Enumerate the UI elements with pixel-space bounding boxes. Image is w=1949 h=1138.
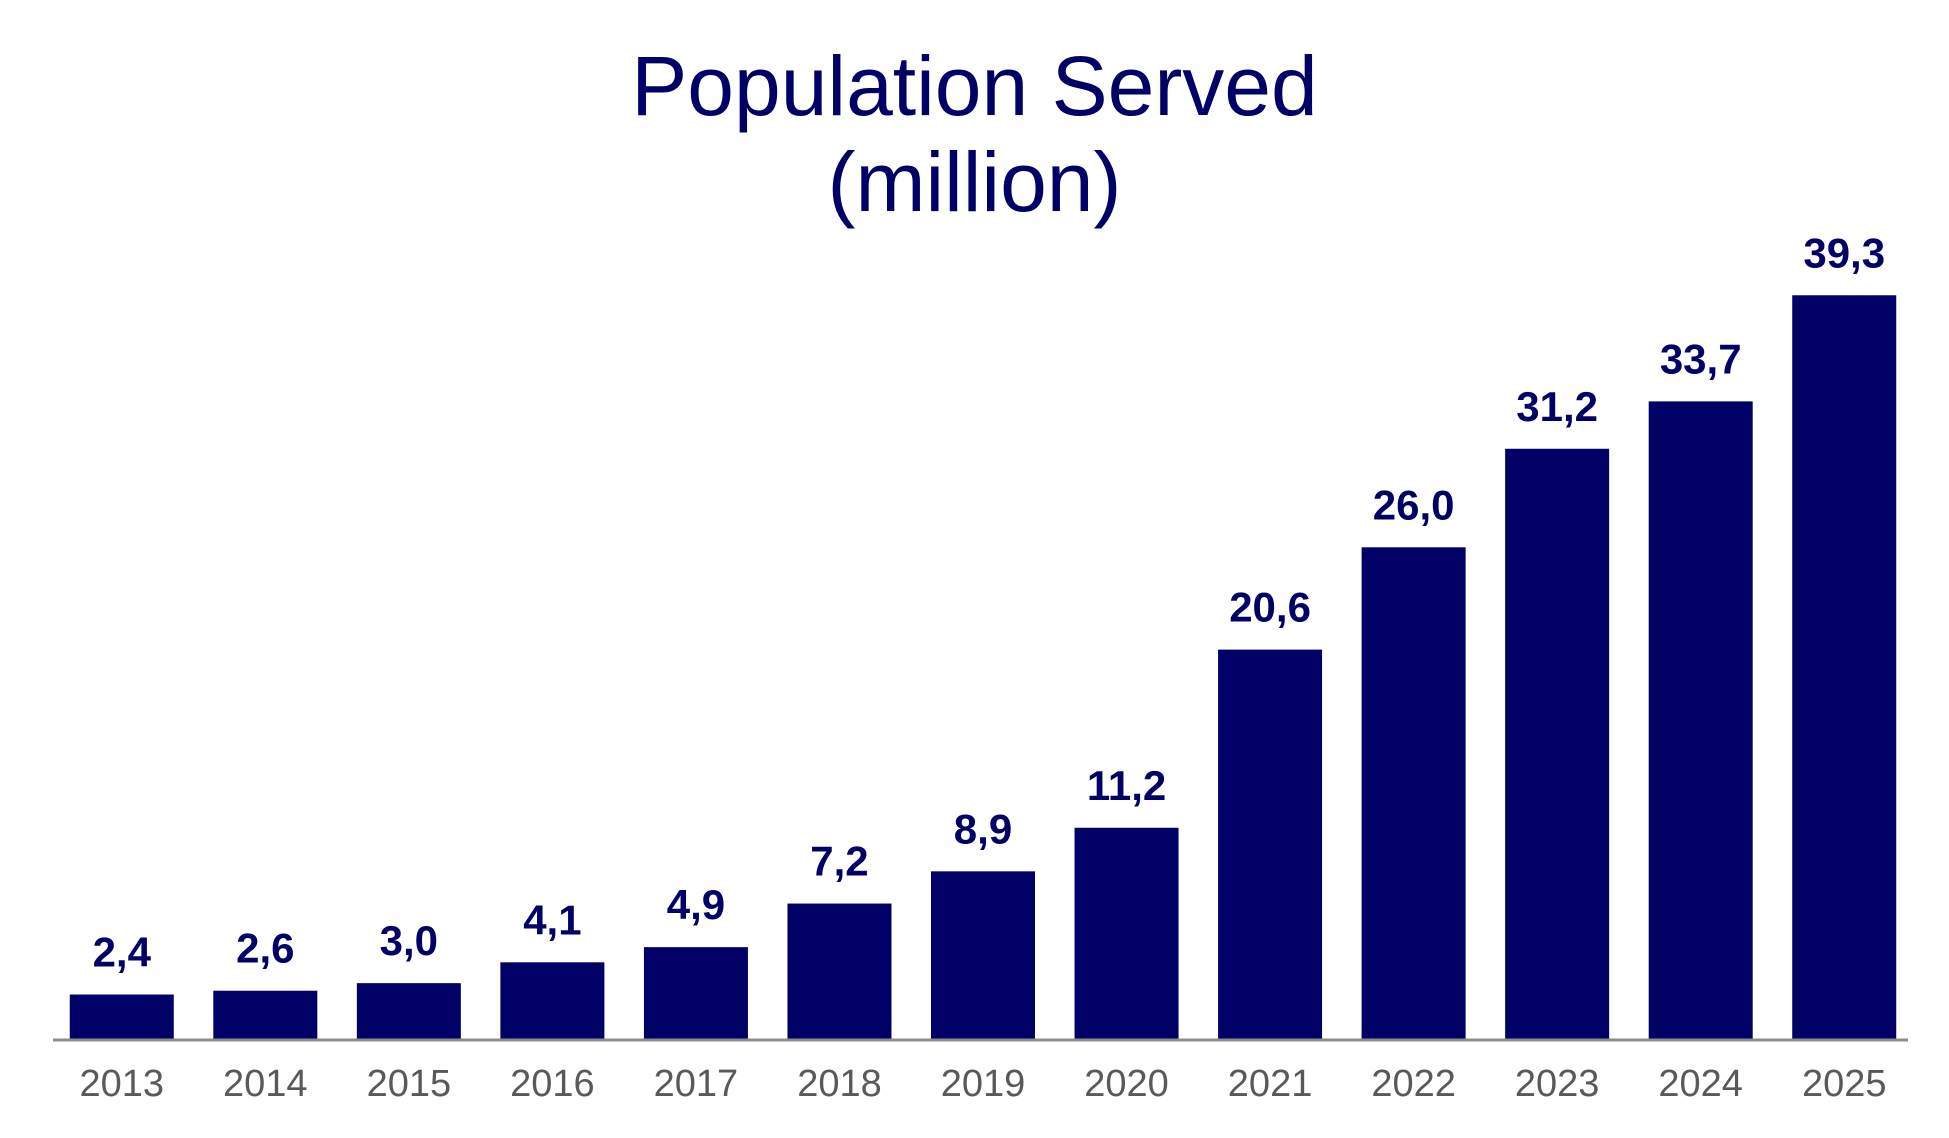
- bar-2019: [931, 871, 1035, 1040]
- x-tick-label-2021: 2021: [1228, 1063, 1313, 1105]
- bar-2017: [643, 947, 748, 1040]
- x-tick-label-2022: 2022: [1371, 1063, 1456, 1105]
- bar-2018: [787, 903, 892, 1040]
- x-tick-label-2019: 2019: [941, 1063, 1026, 1105]
- value-label-2013: 2,4: [93, 929, 152, 976]
- value-label-2018: 7,2: [810, 838, 868, 885]
- bar-2016: [500, 962, 605, 1040]
- x-tick-label-2016: 2016: [510, 1063, 595, 1105]
- x-tick-label-2017: 2017: [654, 1063, 739, 1105]
- bar-2025: [1792, 295, 1897, 1040]
- value-label-2014: 2,6: [236, 925, 294, 972]
- bar-2014: [213, 990, 318, 1040]
- x-tick-label-2018: 2018: [797, 1063, 882, 1105]
- value-label-2016: 4,1: [523, 896, 581, 943]
- bar-2013: [69, 994, 174, 1040]
- bar-2023: [1505, 448, 1610, 1040]
- value-label-2024: 33,7: [1660, 335, 1742, 382]
- bar-2022: [1361, 547, 1466, 1040]
- value-labels-group: 2,4 2,6 3,0 4,1 4,9 7,2 8,9 11,2 20,6 26,0 31,2 33,…: [93, 229, 1886, 975]
- x-tick-label-2024: 2024: [1658, 1063, 1743, 1105]
- chart-subtitle: (million): [827, 135, 1122, 229]
- x-tick-label-2023: 2023: [1515, 1063, 1600, 1105]
- value-label-2023: 31,2: [1516, 383, 1598, 430]
- value-label-2025: 39,3: [1803, 229, 1885, 276]
- x-tick-label-2020: 2020: [1084, 1063, 1169, 1105]
- bar-2024: [1648, 401, 1753, 1040]
- value-label-2017: 4,9: [667, 881, 725, 928]
- bar-2021: [1218, 649, 1323, 1040]
- value-label-2019: 8,9: [954, 805, 1012, 852]
- value-label-2020: 11,2: [1087, 762, 1166, 809]
- bars-group: [69, 295, 1897, 1040]
- bar-2020: [1074, 827, 1179, 1040]
- x-tick-labels-group: 2013 2014 2015 2016 2017 2018 2019 2020 2021 2022…: [79, 1063, 1886, 1105]
- x-tick-label-2015: 2015: [367, 1063, 452, 1105]
- x-tick-label-2013: 2013: [79, 1063, 164, 1105]
- x-tick-label-2014: 2014: [223, 1063, 308, 1105]
- chart-title: Population Served: [631, 39, 1318, 133]
- value-label-2021: 20,6: [1229, 584, 1311, 631]
- x-tick-label-2025: 2025: [1802, 1063, 1887, 1105]
- chart-title-block: Population Served (million): [0, 38, 1949, 230]
- value-label-2022: 26,0: [1373, 481, 1455, 528]
- value-label-2015: 3,0: [380, 917, 438, 964]
- bar-2015: [356, 983, 461, 1040]
